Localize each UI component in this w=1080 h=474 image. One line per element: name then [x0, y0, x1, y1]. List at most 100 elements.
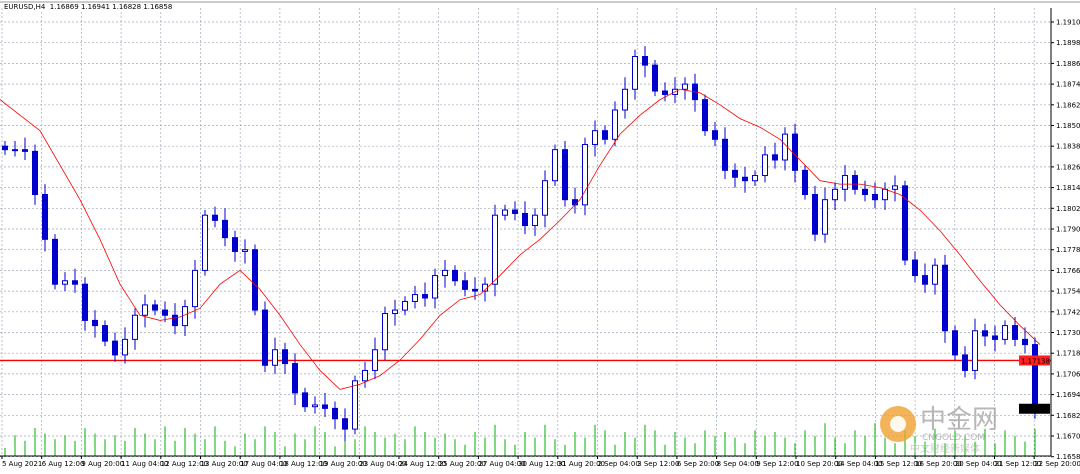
watermark-en: CNGOLD.COM	[922, 433, 985, 443]
candle-body	[892, 185, 898, 190]
candle-body	[622, 88, 628, 111]
x-tick-label: 9 Sep 12:00	[756, 460, 798, 468]
candle-body	[62, 280, 68, 285]
y-tick-label: 1.19100	[1056, 19, 1080, 27]
candle-body	[152, 304, 158, 311]
y-tick-label: 1.17060	[1056, 370, 1080, 378]
watermark-sub: 中文财经新媒体	[910, 442, 980, 455]
candle-body	[322, 404, 328, 409]
x-tick-label: 31 Aug 20:00	[558, 460, 605, 468]
candle-body	[12, 149, 18, 152]
candle-body	[1032, 344, 1038, 409]
candle-body	[262, 309, 268, 366]
candle-body	[562, 149, 568, 201]
candle-body	[32, 150, 38, 195]
candle-body	[382, 313, 388, 351]
y-tick-label: 1.18260	[1056, 163, 1080, 171]
candle-body	[792, 133, 798, 171]
candle-body	[182, 306, 188, 327]
candle-body	[312, 404, 318, 408]
candle-body	[392, 309, 398, 315]
candle-body	[662, 90, 668, 95]
candle-body	[82, 283, 88, 321]
candle-body	[552, 149, 558, 182]
candle-body	[402, 300, 408, 311]
x-tick-label: 6 Aug 12:00	[42, 460, 85, 468]
candle-body	[762, 154, 768, 177]
candle-body	[422, 294, 428, 299]
candle-body	[862, 188, 868, 195]
candle-body	[272, 349, 278, 366]
candle-body	[902, 185, 908, 261]
candle-body	[702, 99, 708, 132]
candle-body	[922, 275, 928, 285]
candle-body	[72, 280, 78, 285]
x-tick-label: 23 Aug 04:00	[359, 460, 406, 468]
x-tick-label: 10 Sep 20:00	[796, 460, 843, 468]
y-tick-label: 1.18740	[1056, 81, 1080, 89]
y-tick-label: 1.18980	[1056, 39, 1080, 47]
candle-body	[912, 259, 918, 277]
symbol-label: EURUSD,H4	[4, 3, 46, 11]
x-tick-label: 9 Aug 20:00	[81, 460, 124, 468]
candle-body	[162, 309, 168, 316]
candle-body	[812, 194, 818, 235]
x-tick-label: 2 Sep 04:00	[598, 460, 640, 468]
candle-body	[492, 214, 498, 285]
candle-body	[192, 269, 198, 308]
x-tick-label: 13 Aug 20:00	[201, 460, 248, 468]
candle-body	[882, 188, 888, 201]
y-tick-label: 1.18140	[1056, 184, 1080, 192]
candle-body	[612, 109, 618, 140]
candle-body	[342, 418, 348, 430]
candle-body	[592, 130, 598, 145]
x-tick-label: 12 Aug 12:00	[161, 460, 208, 468]
y-tick-label: 1.17780	[1056, 246, 1080, 254]
candle-body	[712, 130, 718, 140]
x-tick-label: 20 Sep 04:00	[955, 460, 1002, 468]
close-value: 1.16858	[143, 3, 173, 11]
current-price-label: 1.16858	[1021, 406, 1050, 414]
x-tick-label: 18 Aug 12:00	[280, 460, 327, 468]
low-value: 1.16828	[112, 3, 142, 11]
candle-body	[232, 237, 238, 252]
y-tick-label: 1.17300	[1056, 329, 1080, 337]
y-tick-label: 1.16940	[1056, 391, 1080, 399]
candle-body	[2, 145, 8, 151]
candle-body	[1002, 325, 1008, 340]
candle-body	[982, 330, 988, 337]
candle-body	[992, 335, 998, 340]
candle-body	[942, 264, 948, 332]
high-value: 1.16941	[80, 3, 110, 11]
x-tick-label: 27 Aug 04:00	[478, 460, 525, 468]
x-tick-label: 3 Sep 12:00	[637, 460, 679, 468]
x-tick-label: 25 Aug 20:00	[439, 460, 486, 468]
hline-price-label-bg	[1019, 355, 1050, 366]
candle-body	[802, 169, 808, 196]
x-tick-label: 19 Aug 20:00	[320, 460, 367, 468]
x-tick-label: 24 Aug 12:00	[399, 460, 446, 468]
candle-body	[42, 194, 48, 240]
candle-body	[602, 130, 608, 140]
y-tick-label: 1.17660	[1056, 267, 1080, 275]
x-tick-label: 15 Sep 12:00	[875, 460, 922, 468]
candle-body	[872, 194, 878, 201]
x-tick-label: 16 Sep 20:00	[915, 460, 962, 468]
candle-body	[252, 249, 258, 311]
candle-body	[822, 199, 828, 235]
candle-body	[542, 180, 548, 216]
candle-body	[302, 392, 308, 408]
x-tick-label: 22 Sep 20:00	[1034, 460, 1080, 468]
candle-body	[852, 175, 858, 190]
candle-body	[472, 288, 478, 292]
candle-body	[282, 349, 288, 365]
candle-body	[682, 83, 688, 90]
candle-body	[142, 304, 148, 316]
watermark-logo-inner	[890, 416, 906, 432]
candle-body	[512, 209, 518, 214]
candle-body	[442, 269, 448, 277]
candle-body	[372, 349, 378, 371]
hline-price-label: 1.17138	[1021, 357, 1050, 365]
candle-body	[972, 330, 978, 371]
